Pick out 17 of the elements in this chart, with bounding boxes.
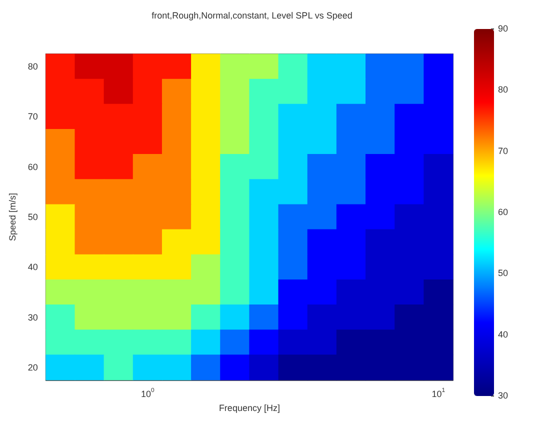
y-tick-label: 60 [28,162,38,172]
y-tick-label: 70 [28,112,38,122]
color-bar-label: 70 [498,146,508,156]
y-tick-label: 80 [28,62,38,72]
color-bar-label: 40 [498,329,508,340]
chart-title: front,Rough,Normal,constant, Level SPL vs Speed [152,10,352,20]
color-bar-label: 50 [498,268,508,278]
color-bar-label: 80 [498,84,508,95]
y-tick-label: 30 [28,312,38,322]
x-axis-title: Frequency [Hz] [218,402,280,413]
color-bar-label: 90 [498,24,508,34]
y-axis-title: Speed [m/s] [8,192,18,242]
color-bar-label: 60 [498,207,508,217]
color-bar-label: 30 [498,390,508,400]
y-tick-label: 50 [28,212,38,222]
y-tick-label: 40 [28,262,38,272]
y-tick-label: 20 [28,362,38,372]
